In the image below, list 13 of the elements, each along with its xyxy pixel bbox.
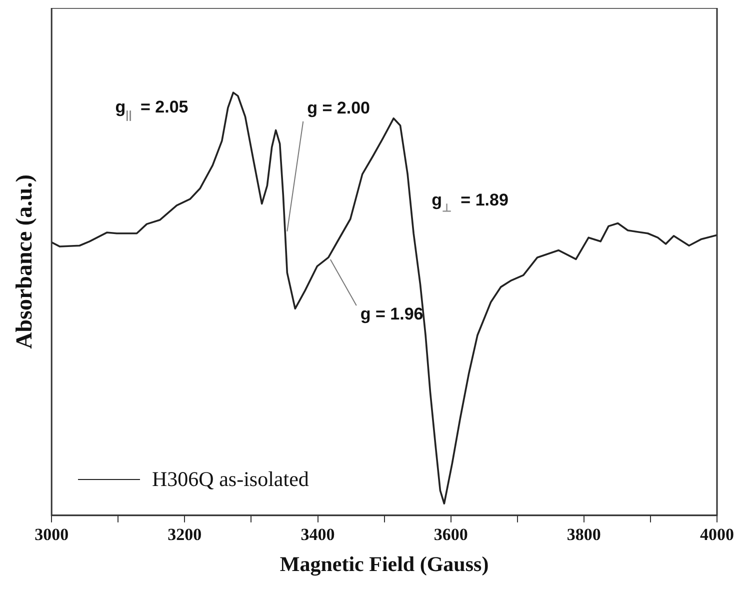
annotation: g⊥ = 1.89 [432, 190, 508, 214]
x-tick-label: 3400 [300, 524, 335, 544]
x-tick-label: 4000 [700, 524, 734, 544]
y-axis-title: Absorbance (a.u.) [12, 174, 37, 349]
annotation: g = 2.00 [307, 98, 370, 118]
legend-label: H306Q as-isolated [152, 467, 309, 492]
x-tick-label: 3600 [434, 524, 468, 544]
x-tick-label: 3000 [34, 524, 69, 544]
annotation: g|| = 2.05 [115, 98, 188, 122]
x-tick-label: 3800 [566, 524, 601, 544]
annotation: g = 1.96 [360, 304, 424, 324]
x-axis-title: Magnetic Field (Gauss) [280, 552, 489, 576]
x-tick-label: 3200 [168, 524, 202, 544]
